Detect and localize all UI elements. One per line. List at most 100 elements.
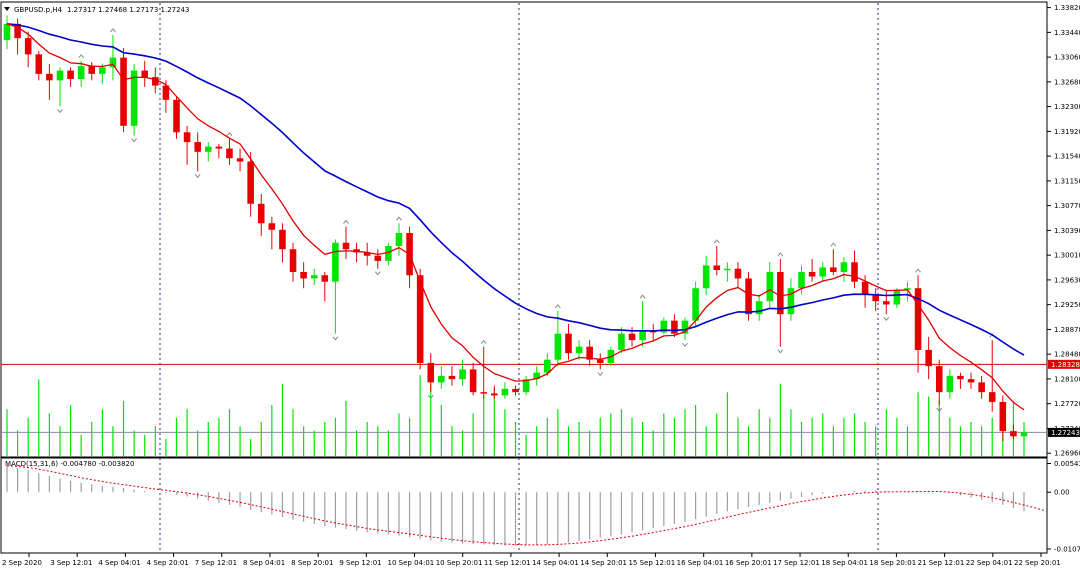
bull-candle[interactable] xyxy=(459,369,466,380)
bear-candle[interactable] xyxy=(247,161,254,204)
bear-candle[interactable] xyxy=(967,379,975,383)
bear-candle[interactable] xyxy=(279,229,286,250)
caret-down-icon[interactable] xyxy=(4,7,10,11)
bear-candle[interactable] xyxy=(215,146,223,149)
bull-candle[interactable] xyxy=(840,262,848,272)
time-axis: 2 Sep 2020 3 Sep 12:01 4 Sep 04:01 4 Sep 20… xyxy=(2,553,1061,567)
bull-candle[interactable] xyxy=(332,242,339,282)
bear-candle[interactable] xyxy=(586,346,593,360)
price-tick-label: 1.30390 xyxy=(1054,227,1080,235)
bull-candle[interactable] xyxy=(946,375,954,393)
bear-candle[interactable] xyxy=(173,99,180,133)
bull-candle[interactable] xyxy=(554,333,562,360)
bear-candle[interactable] xyxy=(162,85,170,100)
bear-candle[interactable] xyxy=(342,242,350,250)
bull-candle[interactable] xyxy=(692,288,699,321)
bear-candle[interactable] xyxy=(512,388,519,393)
bull-candle[interactable] xyxy=(618,333,625,350)
bear-candle[interactable] xyxy=(491,393,498,396)
bear-candle[interactable] xyxy=(596,359,604,363)
bear-candle[interactable] xyxy=(416,275,424,363)
bear-candle[interactable] xyxy=(374,255,382,261)
bear-candle[interactable] xyxy=(830,267,837,272)
bear-candle[interactable] xyxy=(46,73,53,81)
bear-candle[interactable] xyxy=(321,275,329,282)
bull-candle[interactable] xyxy=(385,245,392,261)
bear-candle[interactable] xyxy=(861,281,869,295)
bull-candle[interactable] xyxy=(501,388,509,396)
bear-candle[interactable] xyxy=(289,249,297,272)
bear-candle[interactable] xyxy=(35,54,43,74)
bull-candle[interactable] xyxy=(56,70,64,81)
bull-candle[interactable] xyxy=(522,379,530,393)
bull-candle[interactable] xyxy=(109,57,117,68)
bear-candle[interactable] xyxy=(882,301,890,305)
bear-candle[interactable] xyxy=(777,271,784,315)
bear-candle[interactable] xyxy=(925,349,932,367)
bear-candle[interactable] xyxy=(120,57,127,126)
bear-candle[interactable] xyxy=(988,392,996,402)
fractal-markers xyxy=(57,28,996,412)
bull-candle[interactable] xyxy=(724,268,731,271)
bull-candle[interactable] xyxy=(533,372,540,380)
bear-candle[interactable] xyxy=(67,70,74,80)
bear-candle[interactable] xyxy=(152,77,159,86)
bull-candle[interactable] xyxy=(204,146,212,152)
bear-candle[interactable] xyxy=(268,223,276,230)
bear-candle[interactable] xyxy=(914,288,922,350)
bear-candle[interactable] xyxy=(226,148,233,159)
bull-candle[interactable] xyxy=(543,359,551,373)
bear-candle[interactable] xyxy=(713,265,721,271)
bull-candle[interactable] xyxy=(438,375,445,383)
bear-candle[interactable] xyxy=(745,278,752,315)
bear-candle[interactable] xyxy=(935,366,943,393)
bull-candle[interactable] xyxy=(130,70,138,126)
bear-candle[interactable] xyxy=(88,66,96,74)
bull-candle[interactable] xyxy=(639,330,646,341)
bear-candle[interactable] xyxy=(469,369,477,393)
bear-candle[interactable] xyxy=(448,375,456,380)
bear-candle[interactable] xyxy=(24,38,32,55)
bear-candle[interactable] xyxy=(363,252,371,256)
bear-candle[interactable] xyxy=(628,333,636,341)
bull-candle[interactable] xyxy=(310,275,318,279)
bull-candle[interactable] xyxy=(681,320,689,334)
bear-candle[interactable] xyxy=(1010,431,1017,437)
bear-candle[interactable] xyxy=(978,382,985,393)
bull-candle[interactable] xyxy=(755,301,763,315)
bear-candle[interactable] xyxy=(194,142,201,152)
bear-candle[interactable] xyxy=(141,70,149,78)
bull-candle[interactable] xyxy=(702,265,710,289)
bear-candle[interactable] xyxy=(851,262,858,282)
bull-candle[interactable] xyxy=(819,267,827,277)
bull-candle[interactable] xyxy=(3,23,11,41)
bear-candle[interactable] xyxy=(999,401,1007,432)
bear-candle[interactable] xyxy=(957,375,964,380)
bear-candle[interactable] xyxy=(300,271,307,279)
bear-candle[interactable] xyxy=(257,203,265,224)
bull-candle[interactable] xyxy=(99,67,106,74)
bear-candle[interactable] xyxy=(236,158,244,162)
bull-candle[interactable] xyxy=(798,271,805,289)
bear-candle[interactable] xyxy=(427,362,435,383)
bear-candle[interactable] xyxy=(734,268,742,279)
bull-candle[interactable] xyxy=(766,271,774,302)
bear-candle[interactable] xyxy=(808,271,816,277)
bear-candle[interactable] xyxy=(480,392,488,394)
bull-candle[interactable] xyxy=(787,288,795,315)
bear-candle[interactable] xyxy=(565,333,572,354)
bear-candle[interactable] xyxy=(671,320,678,334)
bear-candle[interactable] xyxy=(14,23,21,39)
fractal-up-icon xyxy=(830,242,837,247)
bull-candle[interactable] xyxy=(893,289,901,305)
bear-candle[interactable] xyxy=(183,132,191,143)
macd-label: MACD(15,31,6) -0.004780 -0.003820 xyxy=(5,460,134,468)
bull-candle[interactable] xyxy=(904,288,911,290)
bear-candle[interactable] xyxy=(872,294,879,302)
bull-candle[interactable] xyxy=(1020,432,1028,437)
bull-candle[interactable] xyxy=(395,232,403,246)
bull-candle[interactable] xyxy=(660,320,668,333)
bull-candle[interactable] xyxy=(575,346,583,354)
bull-candle[interactable] xyxy=(77,66,85,80)
